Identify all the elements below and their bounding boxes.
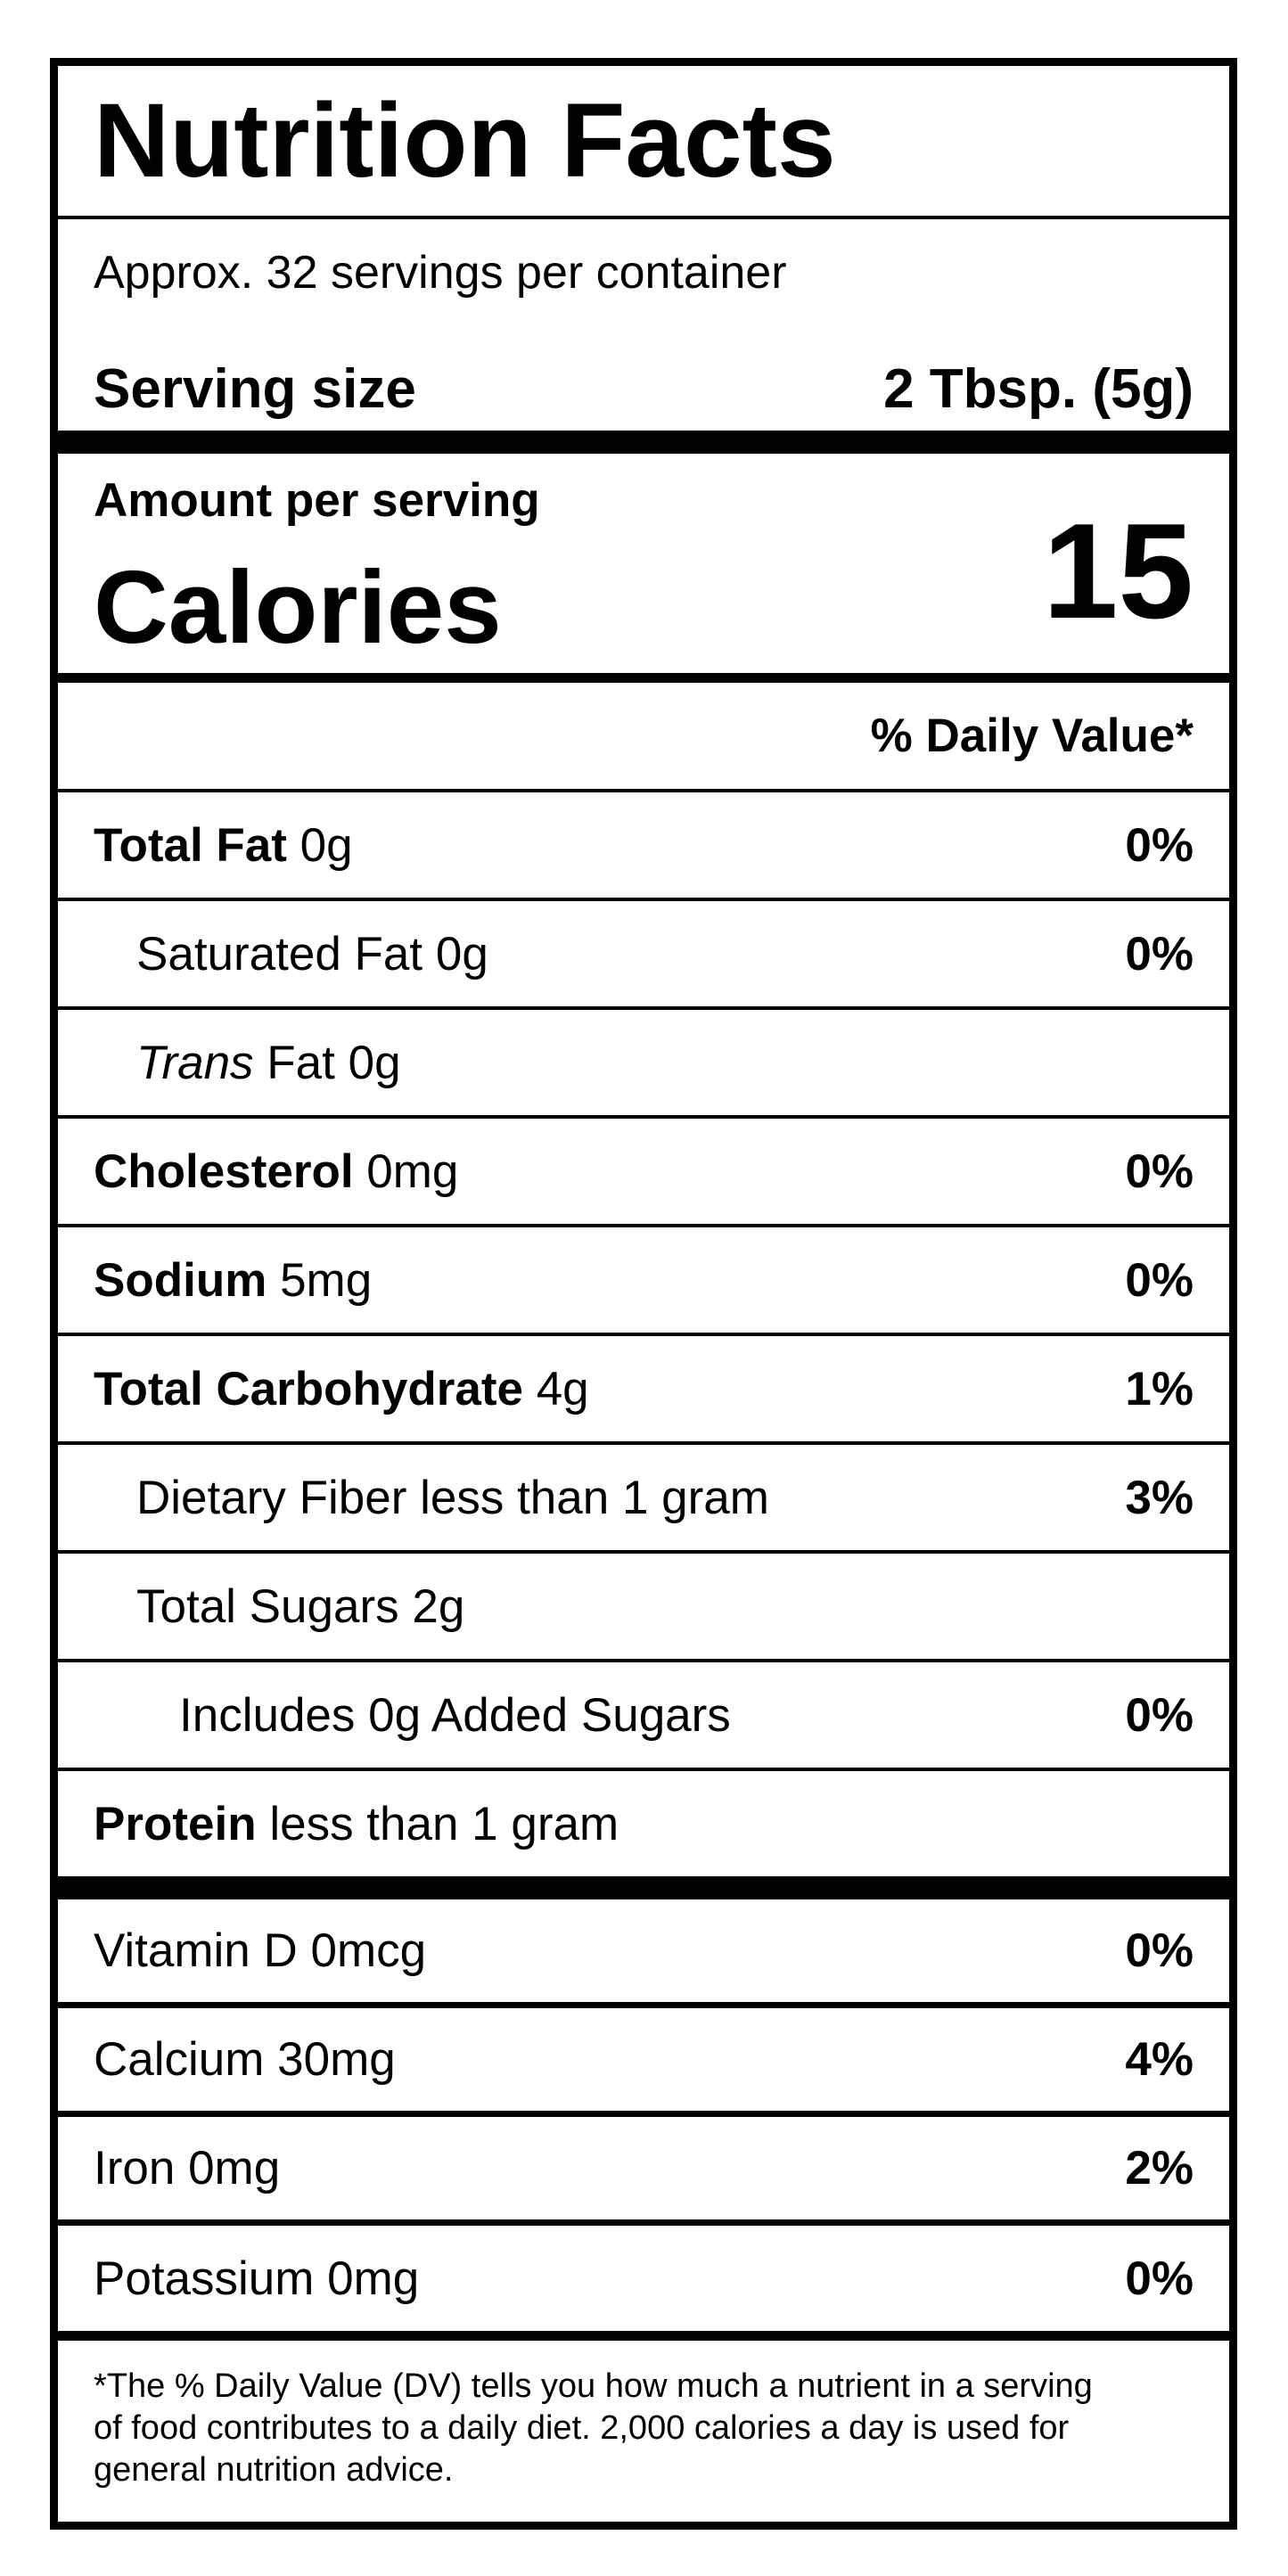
- nutrient-row: Saturated Fat 0g 0%: [58, 901, 1229, 1010]
- vitamins: Vitamin D 0mcg 0% Calcium 30mg 4% Iron 0mg 2%…: [58, 1899, 1229, 2341]
- nutrient-name: Protein: [94, 1797, 257, 1850]
- daily-value: 1%: [1125, 1362, 1194, 1415]
- nutrient-amount: 30mg: [277, 2033, 396, 2086]
- nutrient-amount: 0g: [348, 1036, 401, 1089]
- daily-value: 0%: [1125, 2252, 1194, 2305]
- nutrient-name: Dietary Fiber: [136, 1471, 407, 1524]
- title: Nutrition Facts: [94, 82, 836, 200]
- serving-size: 2 Tbsp. (5g): [883, 358, 1194, 420]
- title-section: Nutrition Facts: [58, 66, 1229, 219]
- nutrient-amount: 0mg: [188, 2142, 281, 2195]
- nutrients: Total Fat 0g 0% Saturated Fat 0g 0% Trans Fa…: [58, 792, 1229, 1899]
- nutrient-name: Saturated Fat: [136, 927, 423, 980]
- nutrient-amount: 0g: [299, 818, 353, 872]
- nutrient-label: Saturated Fat 0g: [94, 927, 488, 981]
- nutrient-amount: 0mg: [366, 1144, 459, 1198]
- nutrient-name: Total Sugars: [136, 1579, 399, 1633]
- nutrient-row: Total Fat 0g 0%: [58, 792, 1229, 901]
- nutrient-amount: 4g: [536, 1362, 589, 1415]
- nutrient-label: Total Carbohydrate 4g: [94, 1362, 589, 1416]
- daily-value-header: % Daily Value*: [870, 710, 1194, 762]
- nutrient-label: Iron 0mg: [94, 2141, 280, 2195]
- daily-value: 3%: [1125, 1471, 1194, 1524]
- daily-value: 4%: [1125, 2033, 1194, 2086]
- nutrient-name: Potassium: [94, 2252, 315, 2305]
- calories-value: 15: [1042, 496, 1194, 647]
- nutrient-row: Iron 0mg 2%: [58, 2117, 1229, 2226]
- nutrient-amount: 0mg: [327, 2252, 420, 2305]
- nutrient-row: Cholesterol 0mg 0%: [58, 1119, 1229, 1227]
- serving-size-row: Serving size 2 Tbsp. (5g): [94, 357, 1194, 421]
- nutrient-amount: 0mcg: [310, 1924, 427, 1977]
- nutrient-name: Fat: [267, 1036, 335, 1089]
- nutrient-amount: 0g: [435, 927, 488, 980]
- servings: Approx. 32 servings per container: [94, 247, 787, 299]
- nutrient-row: Total Sugars 2g: [58, 1554, 1229, 1662]
- nutrient-label: Vitamin D 0mcg: [94, 1924, 426, 1978]
- nutrient-row: Calcium 30mg 4%: [58, 2008, 1229, 2117]
- nutrient-name: Total Carbohydrate: [94, 1362, 523, 1415]
- nutrient-label: Total Fat 0g: [94, 818, 353, 873]
- nutrient-name: Cholesterol: [94, 1144, 354, 1198]
- daily-value: 2%: [1125, 2142, 1194, 2195]
- calories-label: Calories: [94, 549, 502, 665]
- nutrient-row: Vitamin D 0mcg 0%: [58, 1899, 1229, 2008]
- nutrient-name: Sodium: [94, 1253, 267, 1307]
- daily-value: 0%: [1125, 1688, 1194, 1742]
- nutrient-name: Includes 0g Added Sugars: [179, 1688, 731, 1742]
- nutrient-label: Potassium 0mg: [94, 2252, 419, 2306]
- nutrient-name: Vitamin D: [94, 1924, 298, 1977]
- nutrient-amount: 5mg: [280, 1253, 373, 1307]
- daily-value: 0%: [1125, 818, 1194, 872]
- daily-value: 0%: [1125, 1253, 1194, 1307]
- nutrient-row: Dietary Fiber less than 1 gram 3%: [58, 1445, 1229, 1554]
- nutrient-amount: 2g: [412, 1579, 465, 1633]
- nutrient-name: Iron: [94, 2142, 176, 2195]
- servings-section: Approx. 32 servings per container Servin…: [58, 219, 1229, 454]
- calories-section: Amount per serving Calories 15: [58, 454, 1229, 683]
- serving-size-label: Serving size: [94, 358, 416, 420]
- daily-value: 0%: [1125, 1924, 1194, 1977]
- nutrient-row: Total Carbohydrate 4g 1%: [58, 1336, 1229, 1445]
- daily-value: 0%: [1125, 1144, 1194, 1198]
- nutrient-row: Potassium 0mg 0%: [58, 2226, 1229, 2341]
- nutrient-label: Cholesterol 0mg: [94, 1144, 458, 1199]
- nutrient-label: Dietary Fiber less than 1 gram: [94, 1471, 769, 1525]
- nutrient-row: Includes 0g Added Sugars 0%: [58, 1662, 1229, 1771]
- nutrient-label: Sodium 5mg: [94, 1253, 372, 1308]
- daily-value: 0%: [1125, 927, 1194, 980]
- nutrient-italic: Trans: [136, 1036, 254, 1089]
- footnote: *The % Daily Value (DV) tells you how mu…: [94, 2367, 1093, 2489]
- nutrient-label: Protein less than 1 gram: [94, 1797, 619, 1851]
- nutrient-name: Total Fat: [94, 818, 287, 872]
- amount-per-serving: Amount per serving: [94, 474, 540, 527]
- nutrient-label: Includes 0g Added Sugars: [94, 1688, 731, 1743]
- daily-value-header-row: % Daily Value*: [58, 683, 1229, 792]
- nutrient-row: Protein less than 1 gram: [58, 1771, 1229, 1899]
- nutrient-label: Calcium 30mg: [94, 2032, 396, 2087]
- nutrient-amount: less than 1 gram: [269, 1797, 619, 1850]
- nutrient-amount: less than 1 gram: [420, 1471, 769, 1524]
- nutrient-row: Trans Fat 0g: [58, 1010, 1229, 1119]
- nutrient-label: Total Sugars 2g: [94, 1579, 464, 1634]
- nutrient-row: Sodium 5mg 0%: [58, 1227, 1229, 1336]
- nutrition-label: Nutrition Facts Approx. 32 servings per …: [50, 58, 1237, 2530]
- nutrient-name: Calcium: [94, 2033, 265, 2086]
- nutrient-label: Trans Fat 0g: [94, 1036, 401, 1090]
